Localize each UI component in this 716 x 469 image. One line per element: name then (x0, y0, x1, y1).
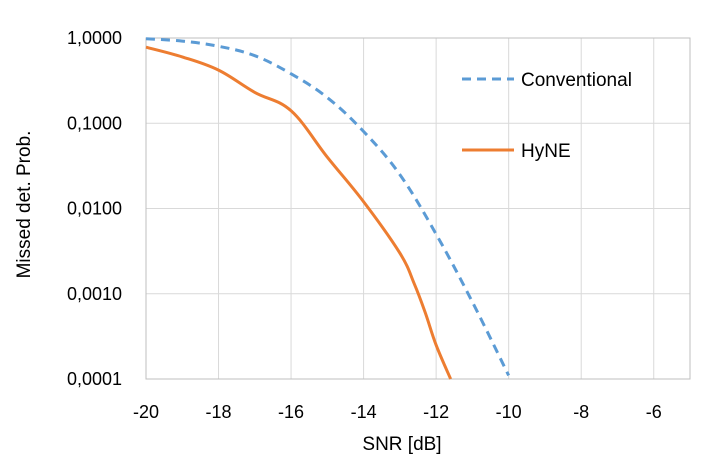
y-tick-label: 0,0100 (67, 199, 122, 219)
x-tick-label: -10 (496, 402, 522, 422)
x-axis-label: SNR [dB] (362, 434, 441, 455)
series-layer (145, 37, 511, 380)
x-tick-labels: -20 -18 -16 -14 -12 -10 -8 -6 (133, 402, 662, 422)
legend-label: Conventional (521, 70, 632, 91)
x-tick-label: -8 (573, 402, 589, 422)
y-axis-label: Missed det. Prob. (14, 131, 35, 279)
series-line-conventional (145, 37, 511, 377)
series-line-hyne (145, 45, 453, 380)
y-tick-label: 0,0010 (67, 284, 122, 304)
legend: Conventional HyNE (462, 70, 632, 162)
legend-label: HyNE (521, 141, 571, 162)
x-tick-label: -14 (351, 402, 377, 422)
x-tick-label: -18 (206, 402, 232, 422)
x-tick-label: -6 (646, 402, 662, 422)
y-tick-labels: 1,0000 0,1000 0,0100 0,0010 0,0001 (67, 28, 122, 389)
x-tick-label: -12 (423, 402, 449, 422)
x-tick-label: -20 (133, 402, 159, 422)
y-tick-label: 0,0001 (67, 369, 122, 389)
y-tick-label: 1,0000 (67, 28, 122, 48)
plot-area-border (145, 37, 691, 380)
x-tick-label: -16 (278, 402, 304, 422)
y-tick-label: 0,1000 (67, 113, 122, 133)
